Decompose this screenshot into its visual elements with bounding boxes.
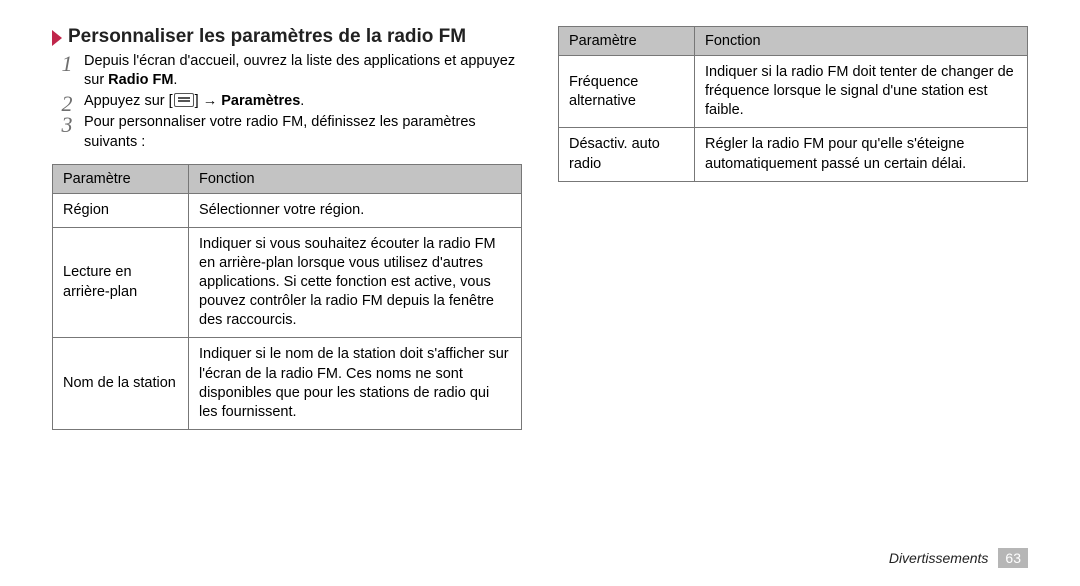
th-param: Paramètre xyxy=(559,27,695,56)
page-footer: Divertissements 63 xyxy=(889,548,1028,568)
th-func: Fonction xyxy=(189,164,522,193)
steps-list: 1 Depuis l'écran d'accueil, ouvrez la li… xyxy=(56,52,522,154)
th-func: Fonction xyxy=(695,27,1028,56)
params-table-left: Paramètre Fonction Région Sélectionner v… xyxy=(52,164,522,430)
step-num: 3 xyxy=(56,110,78,139)
step-text: Pour personnaliser votre radio FM, défin… xyxy=(84,114,476,149)
page-number: 63 xyxy=(998,548,1028,568)
step-3: 3 Pour personnaliser votre radio FM, déf… xyxy=(56,113,522,153)
table-row: Nom de la station Indiquer si le nom de … xyxy=(53,338,522,430)
th-param: Paramètre xyxy=(53,164,189,193)
table-row: Désactiv. auto radio Régler la radio FM … xyxy=(559,128,1028,181)
chevron-icon xyxy=(52,30,62,46)
table-header-row: Paramètre Fonction xyxy=(53,164,522,193)
cell-param: Nom de la station xyxy=(53,338,189,430)
heading-text: Personnaliser les paramètres de la radio… xyxy=(68,26,466,48)
params-table-right: Paramètre Fonction Fréquence alternative… xyxy=(558,26,1028,182)
cell-func: Indiquer si vous souhaitez écouter la ra… xyxy=(189,227,522,338)
table-header-row: Paramètre Fonction xyxy=(559,27,1028,56)
cell-param: Région xyxy=(53,193,189,227)
cell-func: Régler la radio FM pour qu'elle s'éteign… xyxy=(695,128,1028,181)
cell-func: Indiquer si la radio FM doit tenter de c… xyxy=(695,56,1028,128)
table-row: Lecture en arrière-plan Indiquer si vous… xyxy=(53,227,522,338)
step-text: Appuyez sur [ xyxy=(84,93,173,109)
cell-func: Indiquer si le nom de la station doit s'… xyxy=(189,338,522,430)
table-row: Région Sélectionner votre région. xyxy=(53,193,522,227)
step-bold: Paramètres xyxy=(221,93,300,109)
left-column: Personnaliser les paramètres de la radio… xyxy=(52,26,522,430)
step-bold: Radio FM xyxy=(108,72,173,88)
table-row: Fréquence alternative Indiquer si la rad… xyxy=(559,56,1028,128)
footer-section: Divertissements xyxy=(889,550,989,566)
cell-param: Désactiv. auto radio xyxy=(559,128,695,181)
step-2: 2 Appuyez sur [] → Paramètres. xyxy=(56,92,522,113)
menu-icon xyxy=(174,93,194,107)
step-1: 1 Depuis l'écran d'accueil, ouvrez la li… xyxy=(56,52,522,92)
cell-param: Fréquence alternative xyxy=(559,56,695,128)
section-heading: Personnaliser les paramètres de la radio… xyxy=(52,26,522,48)
cell-func: Sélectionner votre région. xyxy=(189,193,522,227)
step-num: 1 xyxy=(56,49,78,78)
cell-param: Lecture en arrière-plan xyxy=(53,227,189,338)
right-column: Paramètre Fonction Fréquence alternative… xyxy=(558,26,1028,430)
